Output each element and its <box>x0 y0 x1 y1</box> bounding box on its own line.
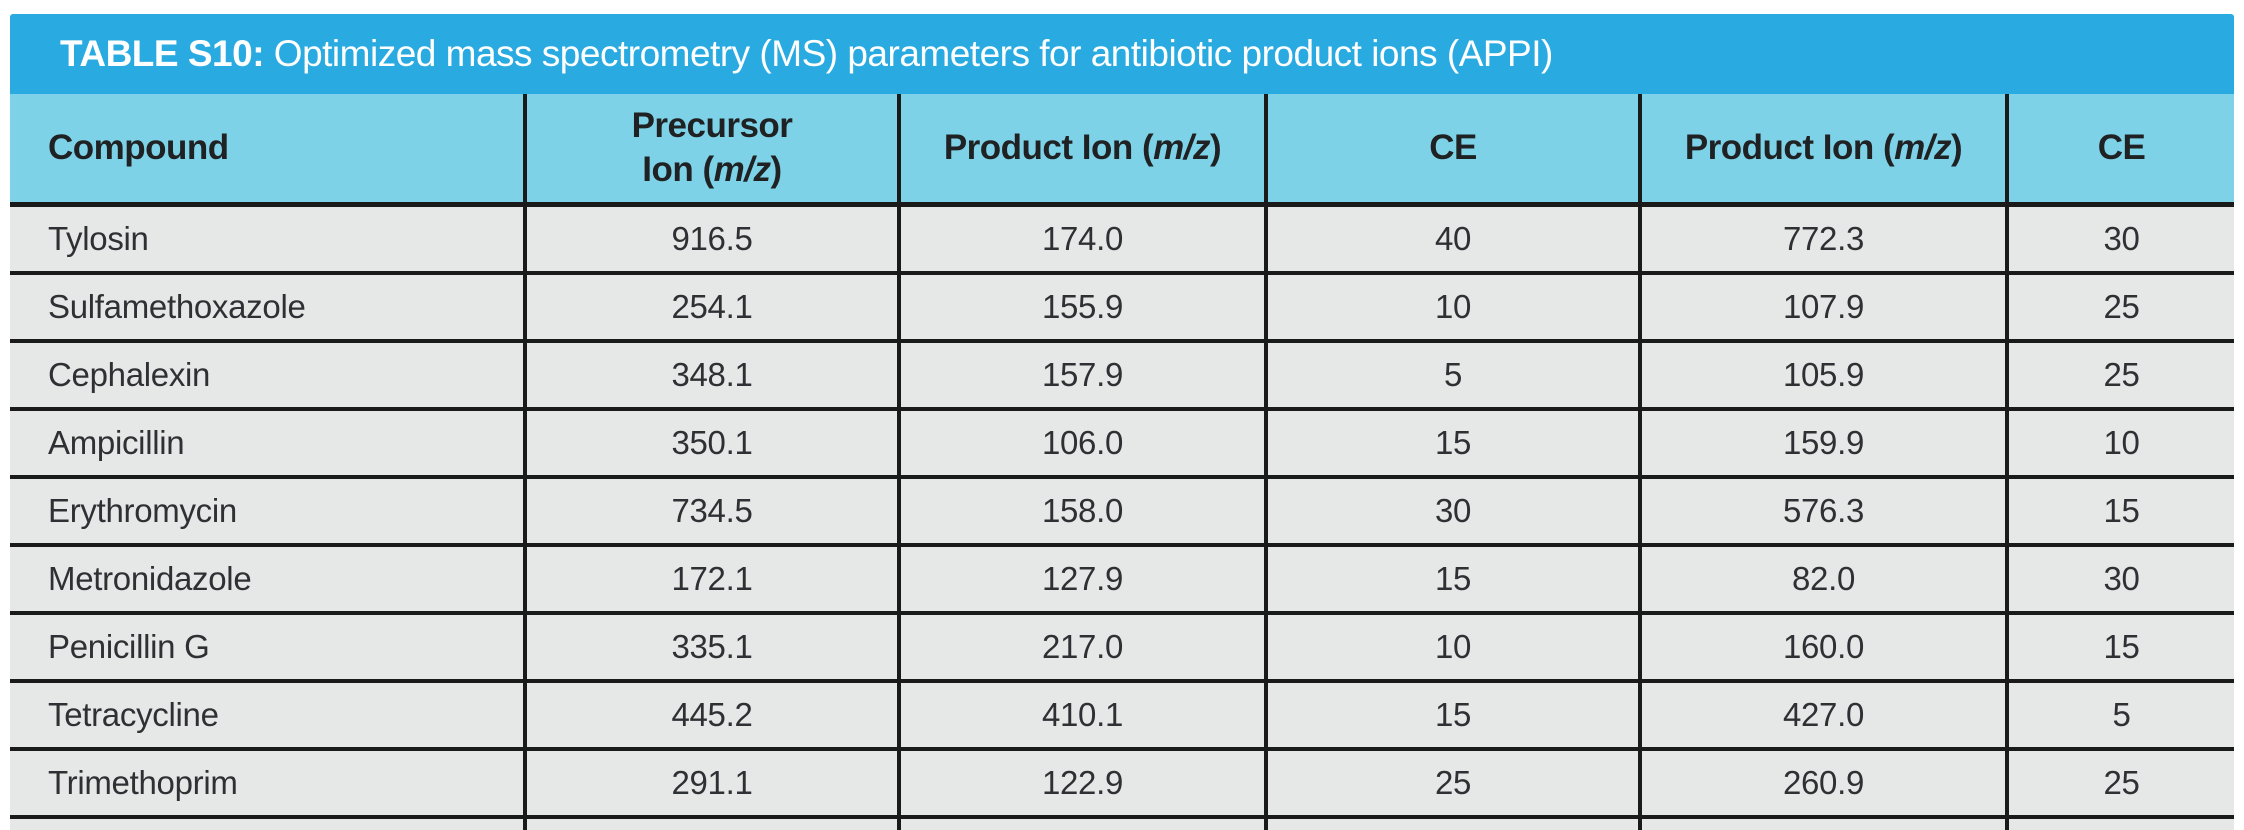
cell-ce-1: 30 <box>1264 477 1640 547</box>
cell-ce-2: 15 <box>2005 477 2234 547</box>
cell-precursor-ion: 916.5 <box>523 204 899 275</box>
cell-ce-1: 10 <box>1264 613 1640 683</box>
cell-precursor-ion: 172.1 <box>523 545 899 615</box>
cell-product-ion-2: 772.3 <box>1638 204 2007 275</box>
cell-product-ion-1: 127.9 <box>897 545 1266 615</box>
column-header-precursor-ion: Precursor Ion (m/z) <box>523 94 899 207</box>
cell-ce-1: 10 <box>1264 817 1640 830</box>
cell-ce-2: 25 <box>2005 273 2234 343</box>
table-row: 1,2 dimethyl-5-nitroimidazole142.1111.81… <box>10 817 2234 830</box>
cell-product-ion-1: 158.0 <box>897 477 1266 547</box>
column-header-compound: Compound <box>10 94 525 207</box>
cell-ce-1: 15 <box>1264 681 1640 751</box>
cell-compound: Tylosin <box>10 204 525 275</box>
cell-product-ion-1: 106.0 <box>897 409 1266 479</box>
cell-compound: Penicillin G <box>10 613 525 683</box>
cell-precursor-ion: 291.1 <box>523 749 899 819</box>
table-title-label: TABLE S10: <box>60 33 265 74</box>
table-s10-card: TABLE S10: Optimized mass spectrometry (… <box>10 14 2234 830</box>
cell-ce-1: 15 <box>1264 545 1640 615</box>
cell-compound: Sulfamethoxazole <box>10 273 525 343</box>
cell-compound: Ampicillin <box>10 409 525 479</box>
cell-ce-2: 30 <box>2005 204 2234 275</box>
cell-ce-1: 10 <box>1264 273 1640 343</box>
cell-product-ion-1: 155.9 <box>897 273 1266 343</box>
table-title-bar: TABLE S10: Optimized mass spectrometry (… <box>10 14 2234 94</box>
cell-ce-2: 5 <box>2005 681 2234 751</box>
cell-precursor-ion: 142.1 <box>523 817 899 830</box>
cell-precursor-ion: 254.1 <box>523 273 899 343</box>
cell-ce-2: 10 <box>2005 409 2234 479</box>
cell-precursor-ion: 445.2 <box>523 681 899 751</box>
cell-product-ion-1: 122.9 <box>897 749 1266 819</box>
cell-compound: Tetracycline <box>10 681 525 751</box>
cell-compound: Metronidazole <box>10 545 525 615</box>
cell-product-ion-2: 576.3 <box>1638 477 2007 547</box>
table-row: Cephalexin 348.1 157.9 5 105.9 25 <box>10 341 2234 411</box>
table-row: Tetracycline 445.2 410.1 15 427.0 5 <box>10 681 2234 751</box>
cell-product-ion-2: 427.0 <box>1638 681 2007 751</box>
cell-ce-1: 40 <box>1264 204 1640 275</box>
table-row: Penicillin G 335.1 217.0 10 160.0 15 <box>10 613 2234 683</box>
cell-ce-2: - <box>2005 817 2234 830</box>
cell-compound: Cephalexin <box>10 341 525 411</box>
table-title-text: Optimized mass spectrometry (MS) paramet… <box>264 33 1554 74</box>
cell-product-ion-1: 410.1 <box>897 681 1266 751</box>
table-row: Sulfamethoxazole 254.1 155.9 10 107.9 25 <box>10 273 2234 343</box>
cell-ce-2: 25 <box>2005 341 2234 411</box>
cell-ce-2: 25 <box>2005 749 2234 819</box>
header-row: Compound Precursor Ion (m/z) Product Ion… <box>10 94 2234 207</box>
table-body: Tylosin 916.5 174.0 40 772.3 30 Sulfamethoxazo… <box>10 204 2234 830</box>
cell-ce-1: 5 <box>1264 341 1640 411</box>
cell-ce-1: 25 <box>1264 749 1640 819</box>
cell-compound: 1,2 dimethyl-5-nitroimidazole <box>10 817 525 830</box>
ms-parameters-table: Compound Precursor Ion (m/z) Product Ion… <box>10 94 2234 830</box>
cell-ce-2: 30 <box>2005 545 2234 615</box>
cell-precursor-ion: 350.1 <box>523 409 899 479</box>
cell-precursor-ion: 348.1 <box>523 341 899 411</box>
table-row: Trimethoprim 291.1 122.9 25 260.9 25 <box>10 749 2234 819</box>
column-header-ce-1: CE <box>1264 94 1640 207</box>
cell-product-ion-2: 107.9 <box>1638 273 2007 343</box>
cell-product-ion-2: 82.0 <box>1638 545 2007 615</box>
cell-product-ion-2: 159.9 <box>1638 409 2007 479</box>
header-line-2: Ion (m/z) <box>642 150 782 189</box>
cell-product-ion-2: - <box>1638 817 2007 830</box>
cell-product-ion-1: 111.8 <box>897 817 1266 830</box>
cell-ce-1: 15 <box>1264 409 1640 479</box>
cell-ce-2: 15 <box>2005 613 2234 683</box>
cell-product-ion-1: 157.9 <box>897 341 1266 411</box>
cell-precursor-ion: 335.1 <box>523 613 899 683</box>
cell-product-ion-2: 160.0 <box>1638 613 2007 683</box>
table-header: Compound Precursor Ion (m/z) Product Ion… <box>10 94 2234 207</box>
column-header-product-ion-1: Product Ion (m/z) <box>897 94 1266 207</box>
table-row: Metronidazole 172.1 127.9 15 82.0 30 <box>10 545 2234 615</box>
table-row: Erythromycin 734.5 158.0 30 576.3 15 <box>10 477 2234 547</box>
cell-compound: Erythromycin <box>10 477 525 547</box>
header-line-1: Precursor <box>631 106 793 146</box>
column-header-product-ion-2: Product Ion (m/z) <box>1638 94 2007 207</box>
cell-product-ion-1: 217.0 <box>897 613 1266 683</box>
cell-product-ion-2: 105.9 <box>1638 341 2007 411</box>
column-header-ce-2: CE <box>2005 94 2234 207</box>
cell-product-ion-1: 174.0 <box>897 204 1266 275</box>
cell-precursor-ion: 734.5 <box>523 477 899 547</box>
table-row: Tylosin 916.5 174.0 40 772.3 30 <box>10 204 2234 275</box>
cell-compound: Trimethoprim <box>10 749 525 819</box>
cell-product-ion-2: 260.9 <box>1638 749 2007 819</box>
table-row: Ampicillin 350.1 106.0 15 159.9 10 <box>10 409 2234 479</box>
